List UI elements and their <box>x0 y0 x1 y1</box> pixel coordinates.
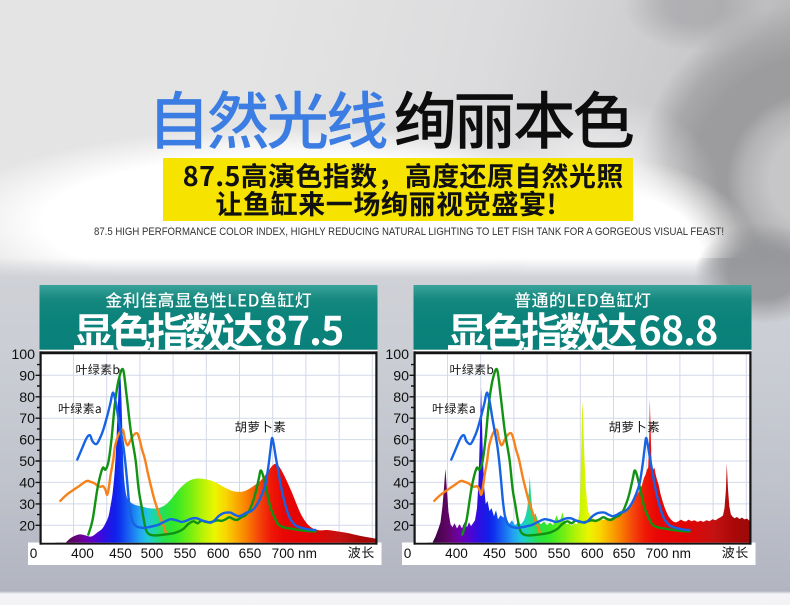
svg-text:40: 40 <box>393 475 409 491</box>
svg-text:650: 650 <box>239 546 262 561</box>
svg-text:nm: nm <box>298 546 317 561</box>
svg-text:0: 0 <box>404 546 412 561</box>
svg-text:90: 90 <box>19 368 35 384</box>
svg-text:60: 60 <box>393 433 409 449</box>
svg-text:90: 90 <box>393 368 409 384</box>
svg-text:70: 70 <box>19 411 35 427</box>
svg-text:80: 80 <box>393 390 409 406</box>
svg-text:50: 50 <box>19 454 35 470</box>
svg-text:100: 100 <box>385 347 409 363</box>
svg-text:20: 20 <box>19 518 35 534</box>
svg-text:500: 500 <box>515 546 538 561</box>
svg-text:550: 550 <box>548 546 571 561</box>
svg-text:600: 600 <box>207 546 230 561</box>
svg-text:700: 700 <box>646 546 669 561</box>
svg-text:400: 400 <box>71 546 94 561</box>
svg-text:70: 70 <box>393 411 409 427</box>
svg-text:60: 60 <box>19 433 35 449</box>
svg-text:20: 20 <box>393 518 409 534</box>
svg-text:100: 100 <box>11 347 35 363</box>
svg-text:450: 450 <box>109 546 132 561</box>
svg-text:nm: nm <box>672 546 691 561</box>
svg-text:0: 0 <box>30 546 38 561</box>
svg-text:40: 40 <box>19 475 35 491</box>
svg-text:600: 600 <box>581 546 604 561</box>
svg-text:700: 700 <box>272 546 295 561</box>
svg-text:650: 650 <box>613 546 636 561</box>
svg-text:500: 500 <box>141 546 164 561</box>
svg-text:550: 550 <box>174 546 197 561</box>
svg-text:450: 450 <box>483 546 506 561</box>
svg-text:30: 30 <box>393 497 409 513</box>
svg-text:400: 400 <box>445 546 468 561</box>
svg-text:50: 50 <box>393 454 409 470</box>
svg-text:80: 80 <box>19 390 35 406</box>
svg-text:30: 30 <box>19 497 35 513</box>
